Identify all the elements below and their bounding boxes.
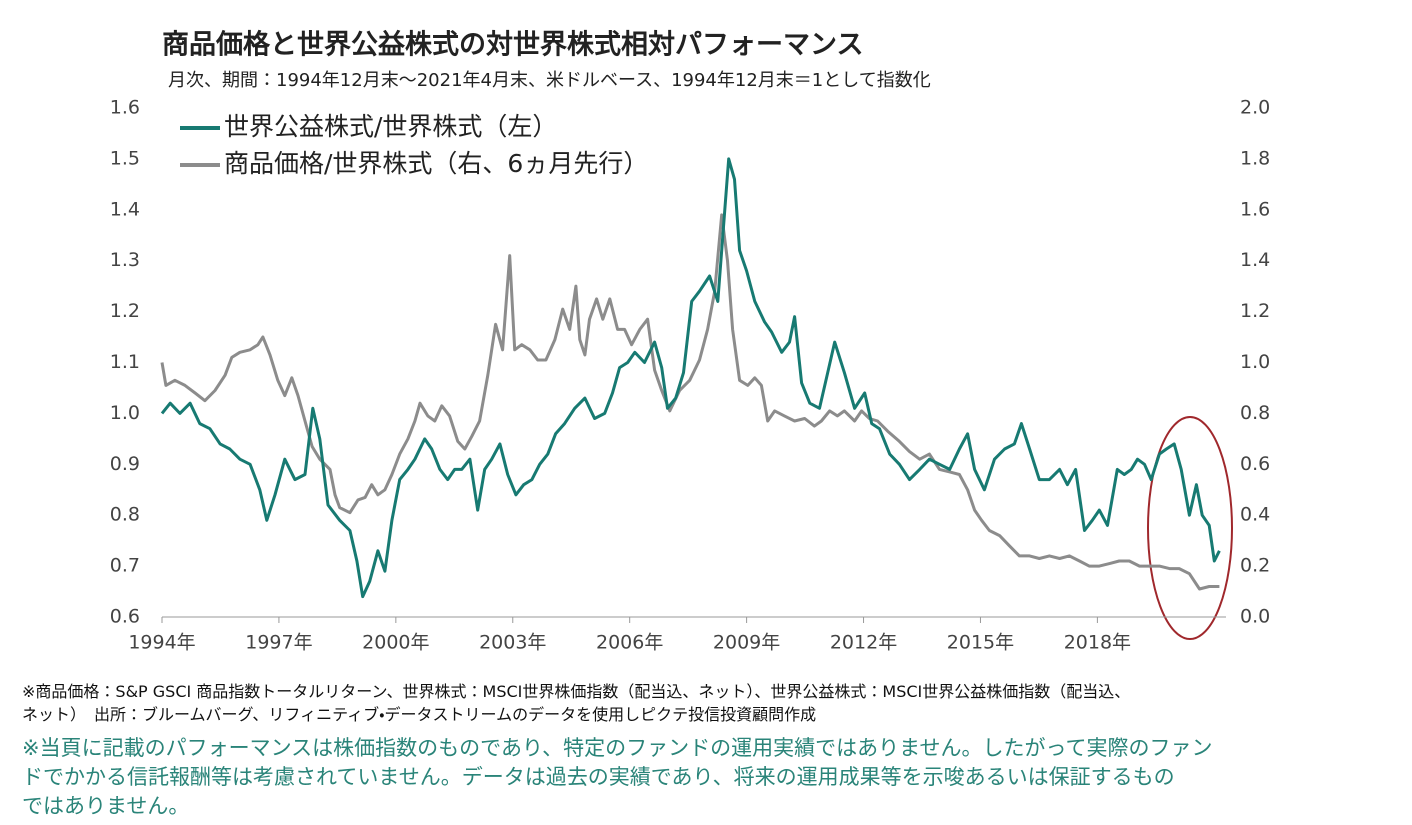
footnote-line: ※商品価格：S&P GSCI 商品指数トータルリターン、世界株式：MSCI世界株…	[22, 682, 1131, 701]
x-tick-label: 2006年	[596, 632, 663, 654]
x-tick-label: 2012年	[830, 632, 897, 654]
x-tick-label: 1994年	[128, 632, 195, 654]
y2-tick-label: 1.6	[1240, 198, 1270, 220]
chart: 商品価格と世界公益株式の対世界株式相対パフォーマンス 月次、期間：1994年12…	[110, 29, 1270, 654]
y-tick-label: 0.7	[110, 555, 140, 577]
y2-tick-label: 0.8	[1240, 402, 1270, 424]
legend-label: 商品価格/世界株式（右、6ヵ月先行）	[224, 149, 648, 178]
footnote-line: ネット） 出所：ブルームバーグ、リフィニティブ・データストリームのデータを使用し…	[22, 705, 817, 724]
y-tick-label: 1.1	[110, 351, 140, 373]
footnote-line: ※当頁に記載のパフォーマンスは株価指数のものであり、特定のファンドの運用実績では…	[22, 736, 1213, 760]
y-tick-label: 1.4	[110, 198, 140, 220]
y-tick-label: 0.8	[110, 504, 140, 526]
x-tick-label: 2015年	[947, 632, 1014, 654]
y-tick-label: 0.6	[110, 606, 140, 628]
y2-tick-label: 0.6	[1240, 453, 1270, 475]
y-tick-label: 1.0	[110, 402, 140, 424]
y-tick-label: 1.5	[110, 147, 140, 169]
x-tick-label: 2018年	[1064, 632, 1131, 654]
y2-tick-label: 2.0	[1240, 97, 1270, 119]
series-line	[160, 213, 1220, 591]
legend: 世界公益株式/世界株式（左） 商品価格/世界株式（右、6ヵ月先行）	[180, 112, 648, 178]
y-tick-label: 0.9	[110, 453, 140, 475]
y2-tick-label: 1.2	[1240, 300, 1270, 322]
legend-label: 世界公益株式/世界株式（左）	[224, 112, 557, 141]
y2-tick-label: 0.0	[1240, 606, 1270, 628]
y-tick-label: 1.3	[110, 249, 140, 271]
footnote-line: ではありません。	[22, 794, 190, 818]
chart-subtitle: 月次、期間：1994年12月末～2021年4月末、米ドルベース、1994年12月…	[168, 70, 931, 91]
footnote-line: ドでかかる信託報酬等は考慮されていません。データは過去の実績であり、将来の運用成…	[22, 765, 1175, 789]
highlight-ellipse	[1147, 416, 1233, 640]
x-tick-label: 2000年	[362, 632, 429, 654]
x-tick-label: 2003年	[479, 632, 546, 654]
y2-tick-label: 1.4	[1240, 249, 1270, 271]
chart-title: 商品価格と世界公益株式の対世界株式相対パフォーマンス	[162, 29, 863, 61]
x-tick-label: 2009年	[713, 632, 780, 654]
y-tick-label: 1.2	[110, 300, 140, 322]
y-tick-label: 1.6	[110, 97, 140, 119]
y2-tick-label: 1.0	[1240, 351, 1270, 373]
y2-tick-label: 1.8	[1240, 147, 1270, 169]
x-tick-label: 1997年	[245, 632, 312, 654]
y2-tick-label: 0.2	[1240, 555, 1270, 577]
series-line	[160, 157, 1221, 599]
y2-tick-label: 0.4	[1240, 504, 1270, 526]
